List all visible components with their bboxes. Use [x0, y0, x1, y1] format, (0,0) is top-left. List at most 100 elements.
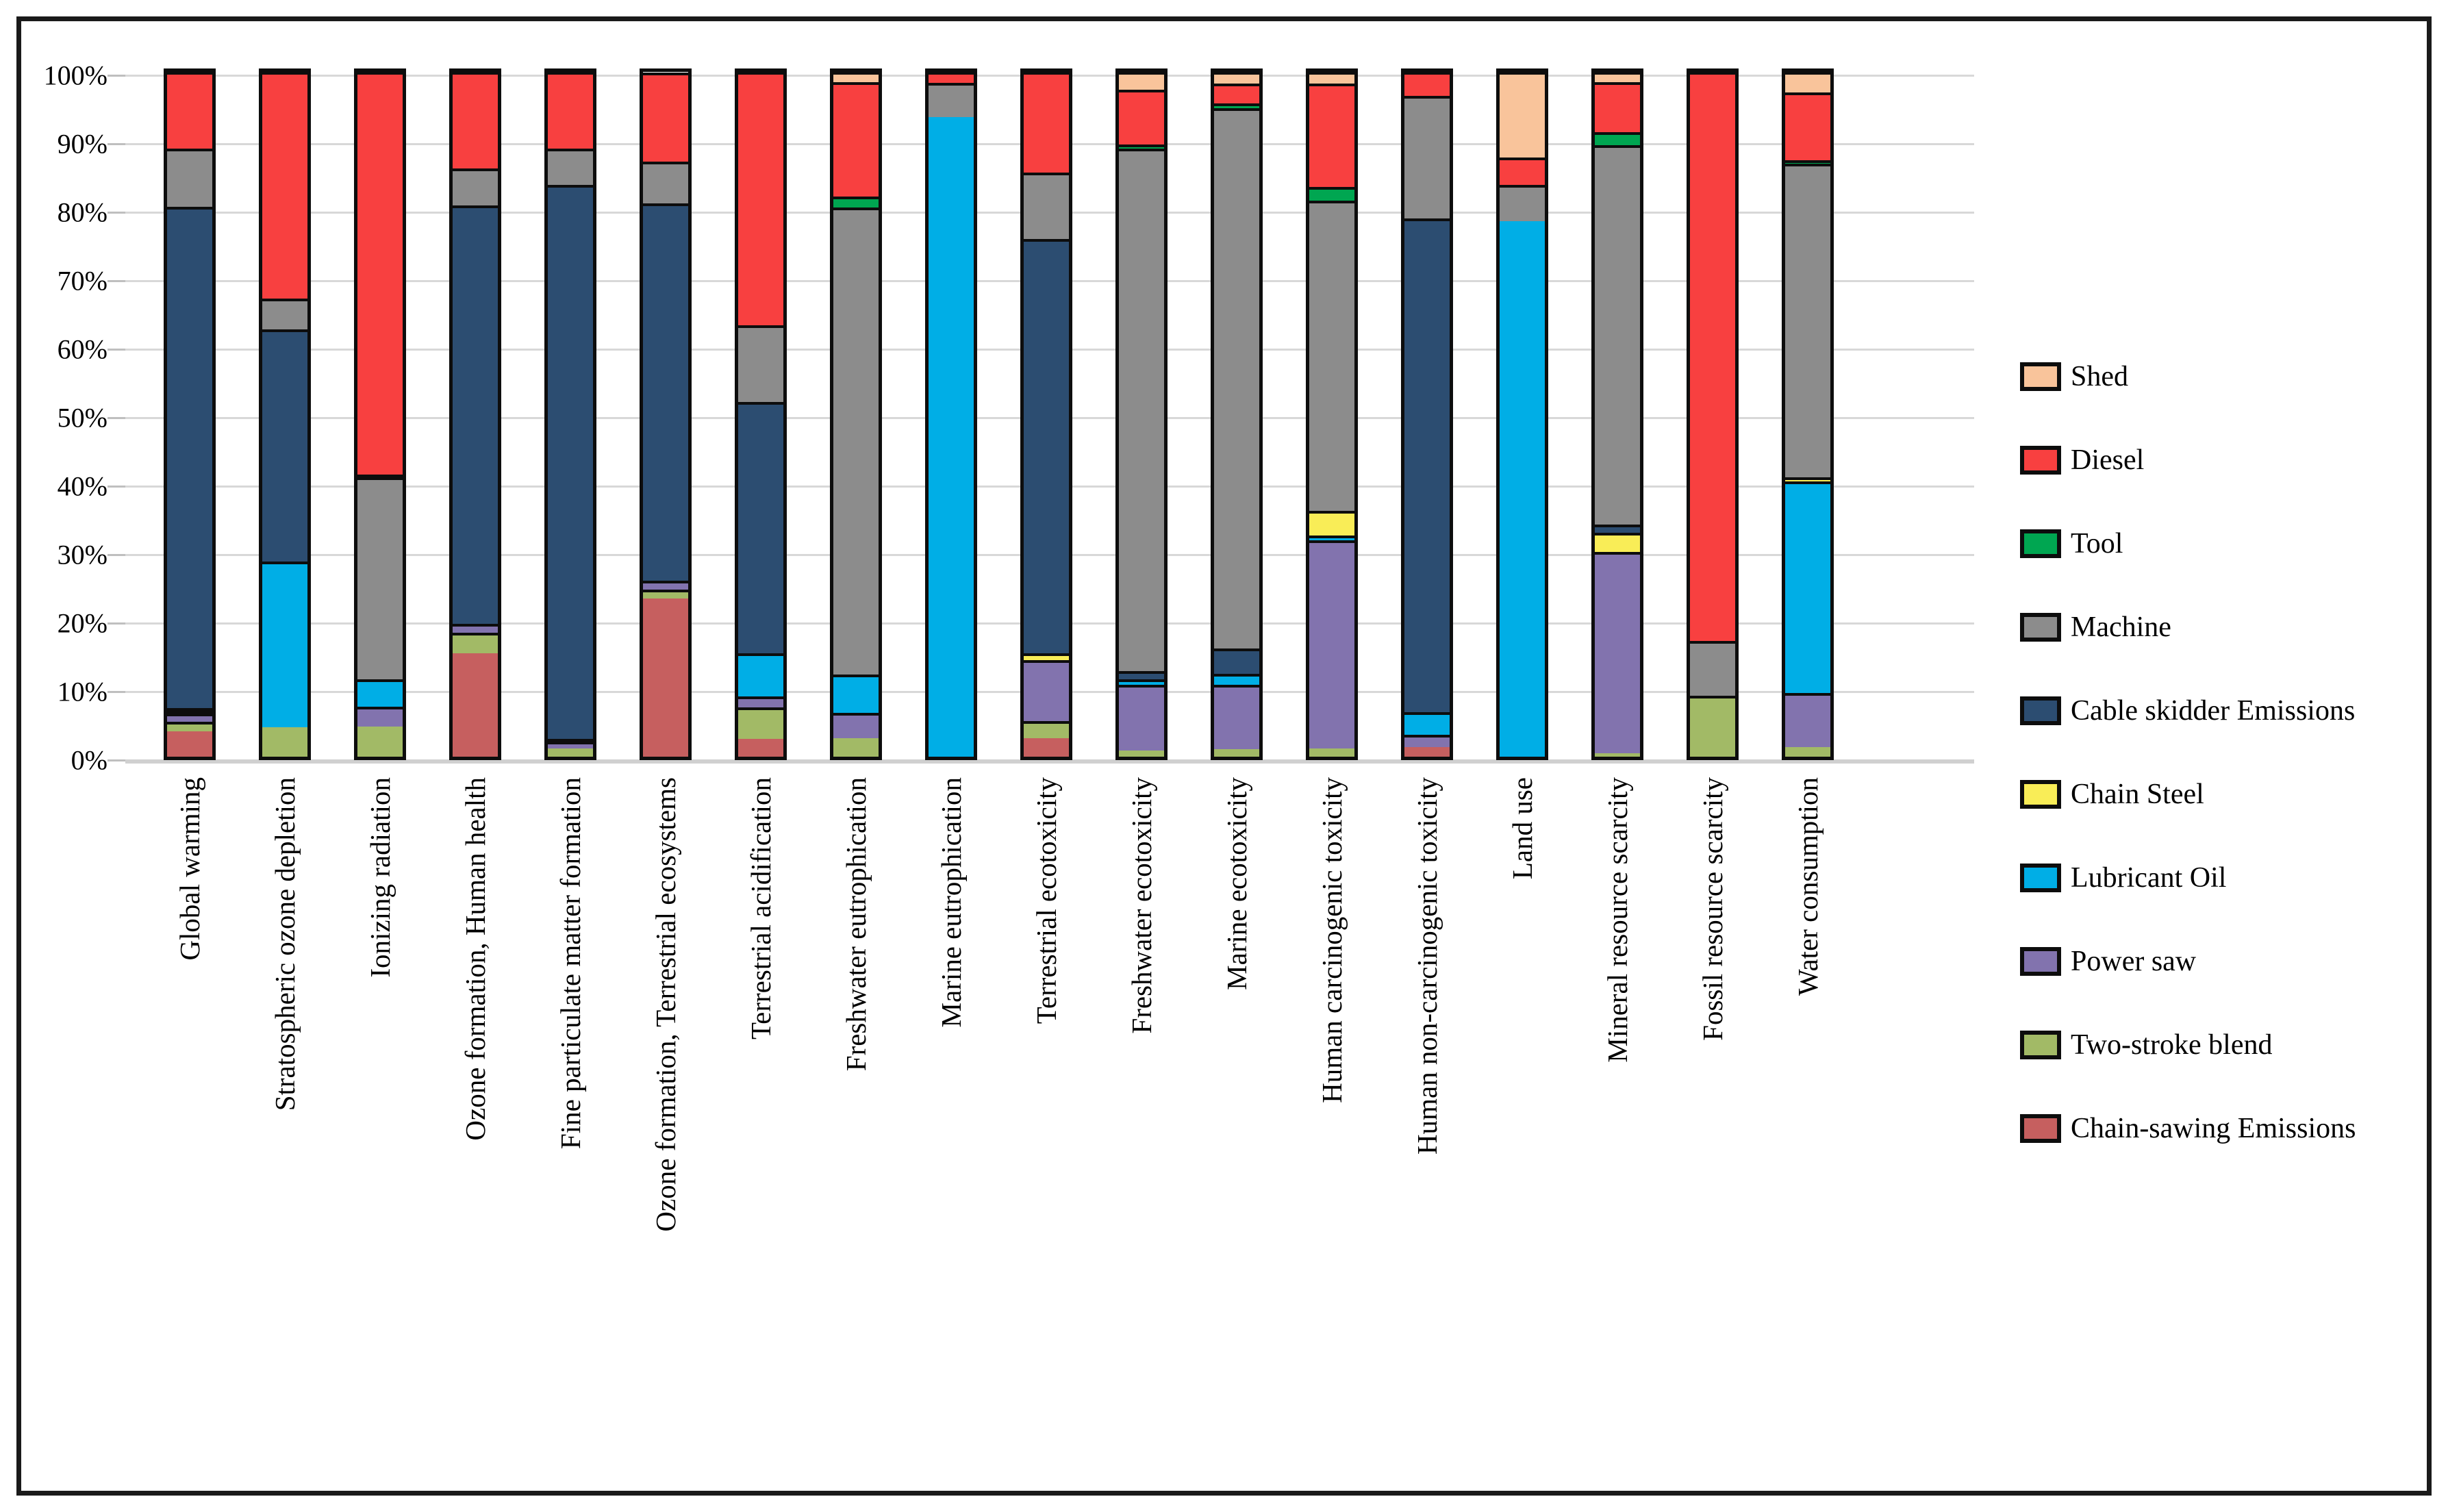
segment-ozone-formation-terrestrial-ecosystems-machine [643, 162, 688, 203]
segment-terrestrial-ecotoxicity-machine [1024, 173, 1069, 239]
segment-fossil-resource-scarcity-machine [1690, 641, 1735, 696]
segment-global-warming-machine [167, 148, 212, 207]
segment-freshwater-eutrophication-diesel [833, 82, 879, 197]
segment-ionizing-radiation-power-saw [357, 707, 403, 727]
segment-terrestrial-ecotoxicity-diesel [1024, 72, 1069, 173]
segment-land-use-diesel [1500, 158, 1545, 185]
segment-fine-particulate-matter-formation-cable-skidder-emissions [548, 185, 593, 739]
legend-label: Chain Steel [2071, 779, 2204, 810]
segment-terrestrial-acidification-chain-sawing-emissions [738, 739, 783, 757]
x-axis-label-human-carcinogenic-toxicity: Human carcinogenic toxicity [1316, 777, 1348, 1103]
legend-swatch-machine [2020, 613, 2061, 642]
bar-marine-ecotoxicity [1211, 68, 1263, 760]
segment-marine-ecotoxicity-cable-skidder-emissions [1214, 648, 1259, 674]
segment-freshwater-eutrophication-machine [833, 207, 879, 675]
legend-label: Lubricant Oil [2071, 862, 2227, 894]
segment-ozone-formation-terrestrial-ecosystems-power-saw [643, 581, 688, 590]
segment-mineral-resource-scarcity-two-stroke-blend [1595, 753, 1640, 757]
segment-mineral-resource-scarcity-power-saw [1595, 552, 1640, 753]
y-axis-tick [108, 554, 125, 556]
x-axis-label-marine-ecotoxicity: Marine ecotoxicity [1221, 777, 1252, 990]
x-axis-label-global-warming: Global warming [174, 777, 205, 961]
bar-terrestrial-ecotoxicity [1020, 68, 1072, 760]
legend-swatch-cable-skidder-emissions [2020, 696, 2061, 725]
segment-freshwater-eutrophication-two-stroke-blend [833, 738, 879, 757]
y-axis-label-80: 80% [57, 197, 108, 228]
y-axis-tick [108, 349, 125, 351]
y-axis-label-10: 10% [57, 676, 108, 707]
legend-swatch-power-saw [2020, 947, 2061, 976]
segment-ozone-formation-human-health-diesel [453, 72, 498, 168]
segment-fossil-resource-scarcity-chain-steel [1690, 696, 1735, 699]
segment-water-consumption-diesel [1785, 92, 1830, 160]
segment-freshwater-eutrophication-power-saw [833, 713, 879, 738]
segment-terrestrial-acidification-lubricant-oil [738, 653, 783, 696]
x-axis-label-ozone-formation-human-health: Ozone formation, Human health [459, 777, 491, 1141]
y-axis-label-70: 70% [57, 265, 108, 297]
segment-water-consumption-machine [1785, 164, 1830, 477]
x-axis-label-freshwater-ecotoxicity: Freshwater ecotoxicity [1126, 777, 1157, 1034]
segment-land-use-shed [1500, 72, 1545, 158]
segment-human-non-carcinogenic-toxicity-machine [1404, 96, 1450, 218]
y-axis-tick [108, 212, 125, 214]
segment-marine-ecotoxicity-machine [1214, 108, 1259, 648]
segment-global-warming-chain-steel [167, 708, 212, 711]
segment-human-carcinogenic-toxicity-machine [1309, 201, 1354, 511]
segment-fine-particulate-matter-formation-lubricant-oil [548, 739, 593, 742]
legend-label: Chain-sawing Emissions [2071, 1113, 2356, 1144]
segment-stratospheric-ozone-depletion-lubricant-oil [262, 562, 307, 727]
segment-human-non-carcinogenic-toxicity-chain-sawing-emissions [1404, 747, 1450, 757]
segment-water-consumption-chain-steel [1785, 477, 1830, 481]
plot-area: 0% 10% 20% 30% 40% 50% 60% 70% 80% 90% 100% [44, 60, 1974, 776]
y-axis-label-0: 0% [71, 744, 108, 776]
y-axis-tick [108, 75, 125, 77]
x-axis-label-human-non-carcinogenic-toxicity: Human non-carcinogenic toxicity [1411, 777, 1443, 1155]
segment-mineral-resource-scarcity-chain-steel [1595, 533, 1640, 552]
segment-terrestrial-ecotoxicity-power-saw [1024, 660, 1069, 721]
segment-human-carcinogenic-toxicity-lubricant-oil [1309, 536, 1354, 540]
segment-human-carcinogenic-toxicity-two-stroke-blend [1309, 748, 1354, 757]
legend-item-tool: Tool [2020, 523, 2123, 564]
y-axis-label-30: 30% [57, 539, 108, 570]
segment-freshwater-ecotoxicity-two-stroke-blend [1119, 751, 1164, 757]
bar-water-consumption [1782, 68, 1834, 760]
x-axis-label-fine-particulate-matter-formation: Fine particulate matter formation [555, 777, 586, 1150]
legend-swatch-shed [2020, 362, 2061, 391]
bar-marine-eutrophication [925, 68, 977, 760]
segment-freshwater-ecotoxicity-power-saw [1119, 685, 1164, 751]
bar-global-warming [164, 68, 216, 760]
segment-marine-eutrophication-diesel [929, 72, 974, 83]
segment-water-consumption-two-stroke-blend [1785, 747, 1830, 757]
segment-human-carcinogenic-toxicity-tool [1309, 187, 1354, 201]
segment-ozone-formation-terrestrial-ecosystems-chain-sawing-emissions [643, 598, 688, 757]
segment-human-non-carcinogenic-toxicity-cable-skidder-emissions [1404, 218, 1450, 712]
y-axis-label-50: 50% [57, 402, 108, 433]
segment-stratospheric-ozone-depletion-machine [262, 299, 307, 329]
segment-marine-ecotoxicity-shed [1214, 72, 1259, 84]
bar-terrestrial-acidification [735, 68, 787, 760]
segment-global-warming-power-saw [167, 714, 212, 722]
legend-label: Machine [2071, 612, 2171, 643]
segment-marine-eutrophication-machine [929, 83, 974, 117]
segment-freshwater-eutrophication-shed [833, 72, 879, 82]
segment-ozone-formation-terrestrial-ecosystems-two-stroke-blend [643, 590, 688, 598]
legend-item-power-saw: Power saw [2020, 941, 2196, 982]
segment-ozone-formation-human-health-cable-skidder-emissions [453, 205, 498, 624]
segment-fine-particulate-matter-formation-diesel [548, 72, 593, 149]
segment-human-carcinogenic-toxicity-chain-steel [1309, 511, 1354, 536]
segment-terrestrial-ecotoxicity-two-stroke-blend [1024, 721, 1069, 738]
segment-human-carcinogenic-toxicity-diesel [1309, 84, 1354, 187]
legend-label: Two-stroke blend [2071, 1029, 2273, 1061]
legend-item-cable-skidder-emissions: Cable skidder Emissions [2020, 690, 2355, 731]
bar-ionizing-radiation [354, 68, 406, 760]
segment-freshwater-ecotoxicity-lubricant-oil [1119, 679, 1164, 685]
legend-label: Shed [2071, 361, 2128, 392]
segment-ozone-formation-terrestrial-ecosystems-cable-skidder-emissions [643, 203, 688, 581]
segment-fine-particulate-matter-formation-power-saw [548, 742, 593, 748]
segment-freshwater-eutrophication-tool [833, 197, 879, 207]
segment-fossil-resource-scarcity-two-stroke-blend [1690, 698, 1735, 757]
segment-mineral-resource-scarcity-machine [1595, 145, 1640, 525]
segment-global-warming-cable-skidder-emissions [167, 206, 212, 709]
legend-label: Tool [2071, 528, 2123, 559]
y-axis-label-60: 60% [57, 333, 108, 365]
